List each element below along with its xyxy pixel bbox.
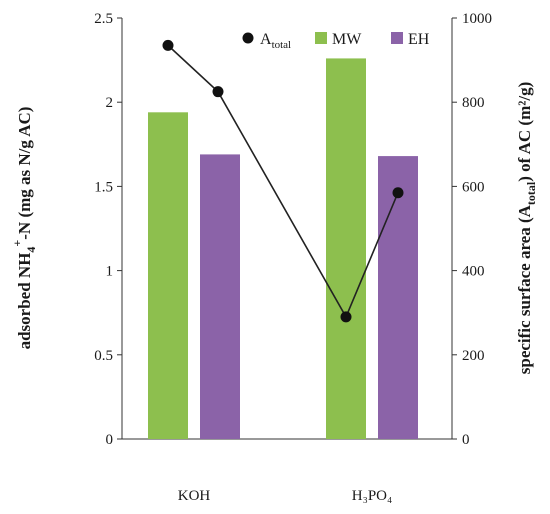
atotal-point <box>392 187 404 199</box>
right-axis-title: specific surface area (Atotal) of AC (m²… <box>515 82 538 374</box>
left-tick-label: 1.5 <box>94 179 113 195</box>
left-axis-title: adsorbed NH4+-N (mg as N/g AC) <box>10 107 38 350</box>
right-tick-label: 400 <box>462 264 485 280</box>
left-tick-label: 1 <box>106 264 114 280</box>
atotal-point <box>162 39 174 51</box>
left-tick-label: 2.5 <box>94 11 113 27</box>
atotal-point <box>212 86 224 98</box>
bar-eh-0 <box>200 154 240 440</box>
bar-mw-1 <box>326 58 366 439</box>
legend-marker-atotal <box>242 32 254 44</box>
legend-label: MW <box>332 31 362 48</box>
legend-label: EH <box>408 31 430 48</box>
category-label: KOH <box>178 488 211 504</box>
right-tick-label: 0 <box>462 432 470 448</box>
left-tick-label: 2 <box>106 95 114 111</box>
right-tick-label: 600 <box>462 179 485 195</box>
atotal-point <box>340 311 352 323</box>
left-tick-label: 0.5 <box>94 348 113 364</box>
legend-label: Atotal <box>260 31 291 51</box>
bar-mw-0 <box>148 112 188 439</box>
right-tick-label: 800 <box>462 95 485 111</box>
right-tick-label: 200 <box>462 348 485 364</box>
category-label: H₃PO₄ <box>352 488 392 504</box>
bar-eh-1 <box>378 156 418 439</box>
right-tick-label: 1000 <box>462 11 492 27</box>
legend-marker-mw <box>315 32 327 44</box>
left-tick-label: 0 <box>106 432 114 448</box>
atotal-line <box>167 44 399 319</box>
legend-marker-eh <box>391 32 403 44</box>
